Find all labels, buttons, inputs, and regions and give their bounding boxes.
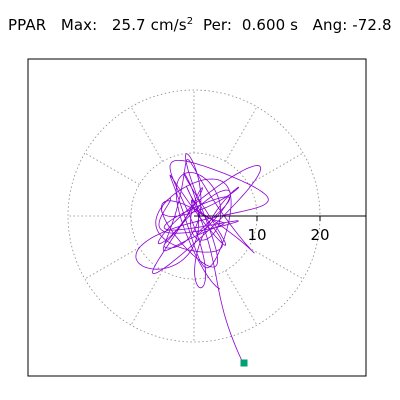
plot-frame bbox=[27, 58, 367, 377]
trajectory-end-marker bbox=[240, 359, 248, 367]
grid-spoke-30 bbox=[248, 152, 304, 185]
radial-axis bbox=[194, 215, 366, 221]
ang-label: Ang: bbox=[312, 16, 348, 34]
per-value: 0.600 s bbox=[241, 16, 299, 34]
grid-spoke-150 bbox=[84, 152, 140, 185]
grid-spoke-120 bbox=[130, 106, 163, 162]
tick-labels: 10 20 bbox=[247, 226, 329, 244]
tick-label-20: 20 bbox=[310, 226, 329, 244]
max-label: Max: bbox=[60, 16, 98, 34]
chart-header: PPAR Max: 25.7 cm/s2 Per: 0.600 s Ang: -… bbox=[8, 16, 392, 34]
grid-spoke-210 bbox=[84, 247, 140, 280]
trajectory-group bbox=[135, 153, 269, 364]
ang-value: -72.8 bbox=[352, 16, 392, 34]
grid-spoke-330 bbox=[248, 247, 304, 280]
max-value: 25.7 bbox=[111, 16, 146, 34]
tick-label-10: 10 bbox=[247, 226, 266, 244]
grid-spoke-300 bbox=[225, 270, 258, 326]
grid-spoke-240 bbox=[130, 270, 163, 326]
max-unit-exponent: 2 bbox=[186, 16, 194, 27]
max-unit: cm/s bbox=[150, 16, 187, 34]
per-label: Per: bbox=[202, 16, 233, 34]
trajectory-line bbox=[135, 153, 269, 364]
grid-spoke-60 bbox=[225, 106, 258, 162]
channel-label: PPAR bbox=[8, 16, 47, 34]
